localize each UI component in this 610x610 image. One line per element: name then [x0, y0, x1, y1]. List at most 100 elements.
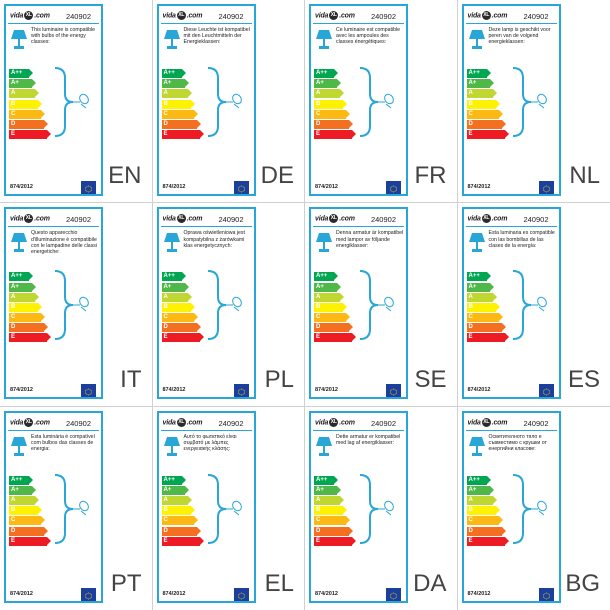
energy-class-bar: A+	[466, 282, 494, 292]
energy-class-bar: A+	[9, 282, 36, 292]
eu-flag-icon	[81, 587, 96, 601]
lamp-icon	[315, 435, 333, 457]
energy-class-label: B	[11, 507, 16, 514]
energy-class-bar: A++	[9, 69, 33, 78]
energy-label-card: vida XL .com 240902 Dette armatur er kompati…	[309, 410, 408, 603]
energy-class-bar: E	[161, 536, 204, 546]
bar-arrow-tip	[489, 282, 494, 291]
energy-class-label: A+	[11, 486, 19, 493]
energy-class-bar: D	[9, 526, 48, 536]
energy-class-bar: A	[161, 496, 192, 506]
energy-class-label: B	[163, 507, 168, 514]
energy-class-label: E	[163, 537, 168, 544]
bar-arrow-tip	[337, 79, 341, 88]
lamp-icon	[315, 28, 333, 50]
regulation-number: 874/2012	[315, 184, 338, 190]
bar-arrow-tip	[181, 272, 186, 281]
lamp-icon	[315, 231, 333, 253]
bar-arrow-tip	[334, 475, 338, 484]
compatibility-text: Осветителното тяло е съвместимо с крушки…	[488, 433, 547, 453]
label-cell-en: vida XL .com 240902 This luminaire is compat…	[0, 0, 153, 204]
energy-class-label: A	[163, 90, 168, 97]
energy-class-label: C	[11, 517, 16, 524]
bar-arrow-tip	[196, 323, 201, 332]
energy-class-label: A++	[163, 70, 175, 76]
bar-arrow-tip	[495, 302, 500, 311]
energy-class-bar: A++	[314, 475, 338, 485]
eu-flag-icon	[538, 587, 554, 601]
bar-arrow-tip	[349, 119, 353, 128]
energy-class-label: A++	[468, 70, 480, 76]
bar-arrow-tip	[498, 516, 503, 525]
eu-flag-icon	[386, 181, 401, 194]
energy-class-label: A	[468, 90, 473, 97]
energy-class-bar: D	[314, 526, 353, 536]
regulation-number: 874/2012	[10, 590, 33, 597]
brand-logo: vida XL .com	[467, 11, 508, 20]
brand-logo: vida XL .com	[315, 11, 355, 20]
energy-class-bar: A++	[466, 272, 491, 282]
energy-class-bar: E	[9, 333, 51, 343]
regulation-number: 874/2012	[162, 590, 186, 597]
label-cell-nl: vida XL .com 240902 Deze lamp is geschikt vo…	[457, 0, 610, 204]
energy-class-label: E	[11, 537, 16, 544]
regulation-number: 874/2012	[467, 387, 491, 394]
bar-arrow-tip	[193, 109, 198, 118]
bar-arrow-tip	[32, 485, 36, 494]
energy-class-label: C	[468, 110, 473, 117]
lamp-icon	[468, 28, 486, 50]
energy-class-bar: B	[466, 99, 500, 109]
energy-class-scale: A++ A+ A B C D E	[466, 69, 509, 140]
energy-class-label: A	[11, 497, 16, 504]
product-code: 240902	[218, 418, 244, 428]
product-code: 240902	[370, 215, 396, 225]
energy-class-scale: A++ A+ A B C D E	[314, 69, 356, 140]
lamp-icon	[468, 231, 486, 253]
brand-logo: vida XL .com	[467, 417, 508, 427]
brand-logo: vida XL .com	[162, 417, 203, 427]
bar-arrow-tip	[32, 282, 36, 291]
header-divider	[465, 226, 557, 228]
brace-bulb-icon	[358, 66, 396, 138]
energy-class-bar: D	[314, 323, 353, 333]
energy-class-label: E	[163, 131, 168, 138]
bar-arrow-tip	[187, 292, 192, 301]
bar-arrow-tip	[193, 313, 198, 322]
energy-class-bar: E	[466, 536, 509, 546]
energy-class-bar: E	[466, 333, 509, 343]
language-code: DE	[260, 162, 294, 190]
brand-logo: vida XL .com	[467, 214, 508, 224]
bar-arrow-tip	[498, 109, 503, 118]
energy-class-bar: B	[314, 302, 347, 312]
bar-arrow-tip	[199, 536, 204, 545]
energy-class-bar: B	[9, 99, 42, 109]
energy-label-card: vida XL .com 240902 Denna armatur är kompati…	[309, 207, 408, 400]
lamp-icon	[468, 435, 486, 457]
energy-class-label: B	[468, 303, 473, 310]
bar-arrow-tip	[501, 526, 506, 535]
bar-arrow-tip	[181, 475, 186, 484]
energy-class-label: B	[316, 303, 321, 310]
energy-class-bar: A++	[314, 272, 338, 282]
energy-class-scale: A++ A+ A B C D E	[9, 475, 51, 547]
energy-class-label: A	[163, 293, 168, 300]
label-cell-se: vida XL .com 240902 Denna armatur är kompati…	[305, 203, 458, 407]
energy-class-bar: C	[161, 516, 198, 526]
energy-class-label: B	[163, 100, 168, 107]
product-code: 240902	[370, 12, 396, 21]
bar-arrow-tip	[486, 475, 491, 484]
bar-arrow-tip	[495, 506, 500, 515]
bar-arrow-tip	[486, 69, 491, 77]
energy-class-label: C	[11, 110, 16, 117]
header-divider	[313, 429, 404, 431]
product-code: 240902	[65, 12, 91, 21]
energy-class-label: B	[163, 303, 168, 310]
regulation-number: 874/2012	[10, 387, 33, 394]
bar-arrow-tip	[340, 496, 344, 505]
header-divider	[313, 23, 404, 24]
energy-class-bar: D	[161, 526, 201, 536]
header-divider	[160, 429, 252, 431]
energy-class-bar: A+	[466, 485, 494, 495]
energy-label-card: vida XL .com 240902 This luminaire is compat…	[4, 4, 103, 196]
